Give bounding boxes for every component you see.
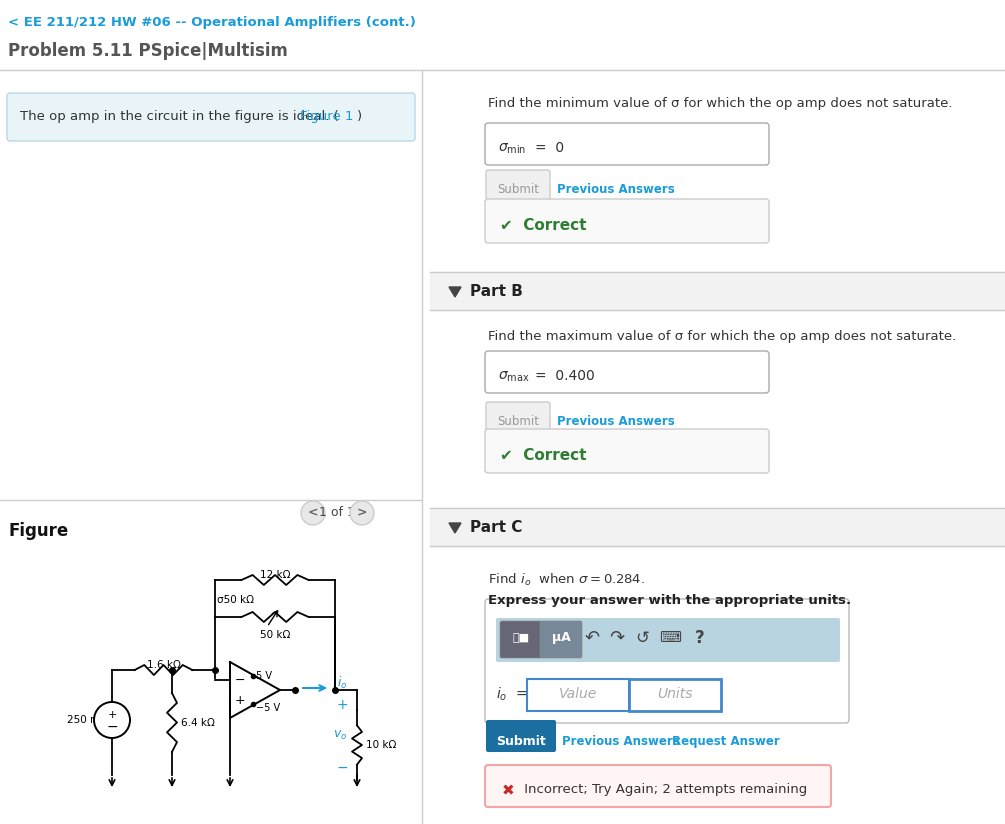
- Text: >: >: [357, 507, 367, 519]
- Text: Previous Answers: Previous Answers: [557, 415, 674, 428]
- Text: ↷: ↷: [609, 629, 624, 647]
- Text: ): ): [357, 110, 362, 123]
- Text: < EE 211/212 HW #06 -- Operational Amplifiers (cont.): < EE 211/212 HW #06 -- Operational Ampli…: [8, 16, 416, 29]
- Text: $\sigma_{\mathrm{max}}$: $\sigma_{\mathrm{max}}$: [498, 370, 530, 385]
- Text: μA: μA: [552, 631, 571, 644]
- Text: $i_o$: $i_o$: [337, 675, 348, 691]
- Text: Find $i_o$  when $\sigma = 0.284$.: Find $i_o$ when $\sigma = 0.284$.: [488, 572, 645, 588]
- Text: ↺: ↺: [635, 629, 649, 647]
- Text: Value: Value: [559, 687, 597, 701]
- Text: Problem 5.11 PSpice|Multisim: Problem 5.11 PSpice|Multisim: [8, 42, 287, 60]
- Circle shape: [350, 501, 374, 525]
- Text: <: <: [308, 507, 319, 519]
- Bar: [430, 272, 1005, 310]
- FancyBboxPatch shape: [7, 93, 415, 141]
- Text: 12 kΩ: 12 kΩ: [259, 570, 290, 580]
- Text: $v_o$: $v_o$: [333, 728, 347, 742]
- Text: −: −: [235, 673, 245, 686]
- Text: Find the minimum value of σ for which the op amp does not saturate.: Find the minimum value of σ for which th…: [488, 97, 953, 110]
- Text: Previous Answers: Previous Answers: [562, 735, 679, 748]
- Text: ↶: ↶: [585, 629, 600, 647]
- FancyBboxPatch shape: [496, 618, 840, 662]
- Text: Part B: Part B: [470, 284, 523, 299]
- FancyBboxPatch shape: [486, 402, 550, 432]
- FancyBboxPatch shape: [486, 720, 556, 752]
- FancyBboxPatch shape: [485, 123, 769, 165]
- Text: Submit: Submit: [497, 415, 539, 428]
- Text: −: −: [337, 761, 348, 775]
- Text: −: −: [107, 720, 118, 734]
- Text: 50 kΩ: 50 kΩ: [260, 630, 290, 640]
- Text: 5 V: 5 V: [256, 671, 272, 681]
- Text: 6.4 kΩ: 6.4 kΩ: [181, 718, 215, 728]
- Text: =  0: = 0: [535, 141, 564, 155]
- Text: Incorrect; Try Again; 2 attempts remaining: Incorrect; Try Again; 2 attempts remaini…: [520, 783, 807, 796]
- FancyBboxPatch shape: [629, 679, 721, 711]
- Text: ⌨: ⌨: [659, 630, 681, 645]
- FancyBboxPatch shape: [485, 351, 769, 393]
- Bar: [430, 508, 1005, 546]
- Text: 250 mV: 250 mV: [66, 715, 107, 725]
- Text: +: +: [108, 710, 117, 720]
- Text: σ50 kΩ: σ50 kΩ: [217, 595, 254, 605]
- Circle shape: [94, 702, 130, 738]
- Text: −5 V: −5 V: [256, 703, 280, 713]
- Text: Express your answer with the appropriate units.: Express your answer with the appropriate…: [488, 594, 851, 607]
- FancyBboxPatch shape: [485, 199, 769, 243]
- Text: 1.6 kΩ: 1.6 kΩ: [147, 660, 181, 670]
- FancyBboxPatch shape: [500, 621, 542, 658]
- Text: 1 of 1: 1 of 1: [319, 507, 355, 519]
- Text: $i_o$  =: $i_o$ =: [496, 686, 528, 703]
- FancyBboxPatch shape: [485, 599, 849, 723]
- FancyBboxPatch shape: [486, 170, 550, 200]
- Text: 10 kΩ: 10 kΩ: [366, 740, 396, 750]
- Text: $\sigma_{\mathrm{min}}$: $\sigma_{\mathrm{min}}$: [498, 142, 527, 157]
- Text: The op amp in the circuit in the figure is ideal. (: The op amp in the circuit in the figure …: [20, 110, 339, 123]
- Polygon shape: [449, 523, 461, 533]
- Text: Previous Answers: Previous Answers: [557, 183, 674, 196]
- Text: Figure: Figure: [8, 522, 68, 540]
- Text: +: +: [235, 694, 245, 706]
- Text: Units: Units: [657, 687, 692, 701]
- Text: ⬜■: ⬜■: [513, 633, 530, 643]
- FancyBboxPatch shape: [527, 679, 629, 711]
- Text: Figure 1: Figure 1: [300, 110, 354, 123]
- FancyBboxPatch shape: [485, 765, 831, 807]
- Polygon shape: [449, 287, 461, 297]
- Text: ✔  Correct: ✔ Correct: [500, 218, 587, 233]
- FancyBboxPatch shape: [485, 429, 769, 473]
- Text: ✖: ✖: [502, 783, 515, 798]
- Circle shape: [302, 501, 325, 525]
- FancyBboxPatch shape: [540, 621, 582, 658]
- Text: Part C: Part C: [470, 520, 523, 535]
- Text: Submit: Submit: [496, 735, 546, 748]
- Text: Submit: Submit: [497, 183, 539, 196]
- Text: Find the maximum value of σ for which the op amp does not saturate.: Find the maximum value of σ for which th…: [488, 330, 956, 343]
- Text: +: +: [337, 698, 348, 712]
- Text: ?: ?: [695, 629, 705, 647]
- Text: ✔  Correct: ✔ Correct: [500, 448, 587, 463]
- Text: Request Answer: Request Answer: [672, 735, 780, 748]
- Text: =  0.400: = 0.400: [535, 369, 595, 383]
